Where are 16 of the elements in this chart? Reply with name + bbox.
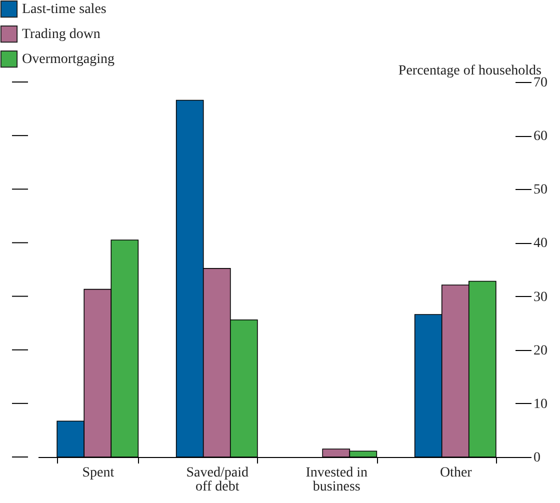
- y-tick-label: 50: [534, 182, 548, 198]
- y-tick-label: 10: [534, 396, 548, 412]
- y-tick-label: 0: [534, 450, 540, 466]
- x-tick-label: Invested in business: [306, 466, 368, 494]
- legend-label: Last-time sales: [22, 2, 106, 17]
- y-tick-label: 40: [534, 236, 548, 252]
- y-tick-label: 60: [534, 129, 548, 144]
- x-tick-label: Spent: [82, 466, 114, 480]
- y-tick-label: 30: [534, 290, 548, 305]
- y-tick-label: 20: [534, 343, 548, 358]
- x-tick-label: Other: [440, 466, 472, 480]
- legend-label: Overmortgaging: [22, 52, 115, 67]
- y-tick-label: 70: [534, 76, 548, 90]
- y-axis-title: Percentage of households: [398, 64, 542, 78]
- legend-label: Trading down: [22, 27, 100, 42]
- x-tick-label: Saved/paid off debt: [186, 466, 248, 494]
